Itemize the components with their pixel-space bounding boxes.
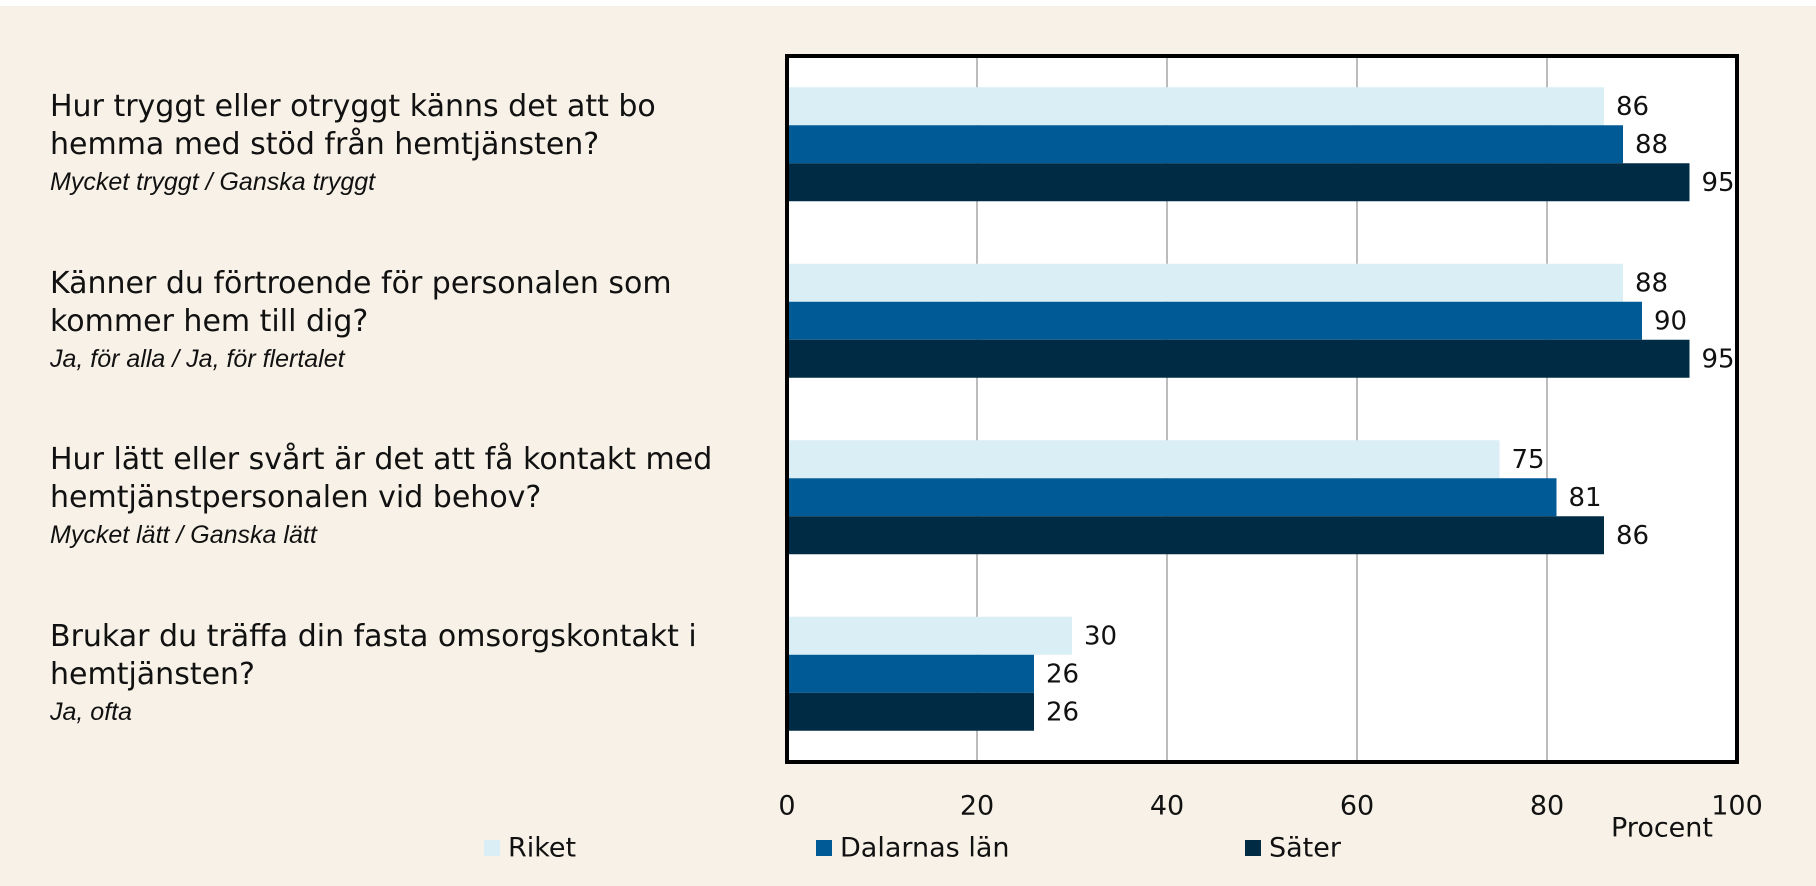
- x-tick-label: 0: [778, 791, 795, 822]
- x-tick-label: 40: [1150, 791, 1184, 822]
- legend-label: Dalarnas län: [840, 833, 1009, 864]
- value-label: 86: [1616, 92, 1649, 122]
- x-tick-label: 80: [1530, 791, 1564, 822]
- legend-label: Säter: [1269, 833, 1342, 864]
- legend-label: Riket: [508, 833, 576, 864]
- bar: [787, 692, 1034, 731]
- value-label: 90: [1654, 306, 1687, 336]
- bar: [787, 654, 1034, 693]
- answer-note: Mycket lätt / Ganska lätt: [50, 521, 317, 550]
- bar: [787, 478, 1557, 517]
- value-label: 86: [1616, 521, 1649, 551]
- category-label: Känner du förtroende för personalen som …: [50, 233, 750, 410]
- category-label: Brukar du träffa din fasta omsorgskontak…: [50, 586, 750, 763]
- value-label: 26: [1046, 659, 1079, 689]
- question: Hur lätt eller svårt är det att få konta…: [50, 442, 713, 516]
- category-label: Hur lätt eller svårt är det att få konta…: [50, 409, 750, 586]
- legend-swatch: [484, 840, 500, 856]
- chart: Procent 0 20 40 60 80 100 86 88 95 88 90 95 75 81 86 30…: [484, 54, 1763, 864]
- bar: [787, 163, 1690, 202]
- answer-note: Ja, för alla / Ja, för flertalet: [50, 344, 345, 373]
- bar: [787, 263, 1623, 302]
- x-axis-label: Procent: [1611, 813, 1713, 844]
- bar: [787, 616, 1072, 655]
- plot-border: [785, 54, 1739, 764]
- value-label: 88: [1635, 130, 1668, 160]
- x-tick-label: 100: [1711, 791, 1763, 822]
- question: Hur tryggt eller otryggt känns det att b…: [50, 89, 656, 163]
- legend-swatch: [816, 840, 832, 856]
- category-label: Hur tryggt eller otryggt känns det att b…: [50, 56, 750, 233]
- bar: [787, 125, 1623, 164]
- value-label: 30: [1084, 621, 1117, 651]
- x-tick-label: 20: [960, 791, 994, 822]
- bar: [787, 339, 1690, 378]
- chart-panel: Procent 0 20 40 60 80 100 86 88 95 88 90 95 75 81 86 30…: [0, 6, 1816, 886]
- x-tick-label: 60: [1340, 791, 1374, 822]
- legend-swatch: [1245, 840, 1261, 856]
- value-label: 95: [1702, 168, 1735, 198]
- value-label: 81: [1569, 483, 1602, 513]
- value-label: 95: [1702, 344, 1735, 374]
- bar: [787, 440, 1500, 479]
- question: Brukar du träffa din fasta omsorgskontak…: [50, 618, 697, 692]
- answer-note: Ja, ofta: [50, 697, 132, 726]
- value-label: 26: [1046, 697, 1079, 727]
- value-label: 75: [1512, 445, 1545, 475]
- question: Känner du förtroende för personalen som …: [50, 265, 672, 339]
- answer-note: Mycket tryggt / Ganska tryggt: [50, 168, 376, 197]
- value-label: 88: [1635, 268, 1668, 298]
- bar: [787, 301, 1642, 340]
- bar: [787, 87, 1604, 126]
- bar: [787, 516, 1604, 555]
